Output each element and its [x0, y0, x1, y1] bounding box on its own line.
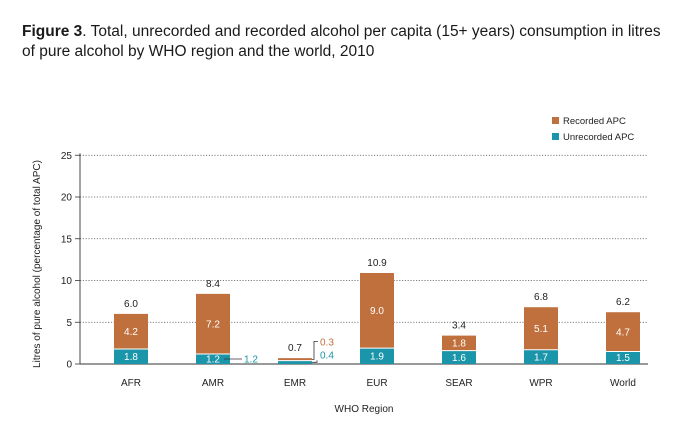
x-tick-label-emr: EMR [284, 378, 306, 389]
bar-recorded-world [606, 312, 640, 352]
recorded-label-eur: 9.0 [370, 306, 384, 317]
y-tick-label-10: 10 [61, 276, 73, 287]
total-label-sear: 3.4 [452, 321, 466, 332]
unrecorded-label-eur: 1.9 [370, 352, 384, 363]
recorded-label-world: 4.7 [616, 327, 630, 338]
recorded-label-amr: 7.2 [206, 319, 220, 330]
bar-unrecorded-wpr [524, 349, 558, 364]
recorded-label-sear: 1.8 [452, 339, 466, 350]
x-tick-label-sear: SEAR [445, 378, 472, 389]
total-label-eur: 10.9 [367, 258, 387, 269]
x-axis-label: WHO Region [335, 404, 394, 415]
y-tick-label-15: 15 [61, 234, 73, 245]
callout-line-unrecorded-emr [312, 360, 318, 363]
x-tick-label-wpr: WPR [529, 378, 552, 389]
bar-unrecorded-sear [442, 350, 476, 364]
y-tick-label-20: 20 [61, 193, 73, 204]
bar-recorded-afr [114, 313, 148, 349]
bar-recorded-wpr [524, 307, 558, 350]
unrecorded-label-amr: 1.2 [244, 354, 258, 365]
total-label-emr: 0.7 [288, 343, 302, 354]
bar-unrecorded-eur [360, 348, 394, 364]
bar-unrecorded-world [606, 351, 640, 364]
x-tick-label-amr: AMR [202, 378, 224, 389]
bar-recorded-eur [360, 272, 394, 349]
unrecorded-label-sear: 1.6 [452, 353, 466, 364]
legend-label-recorded: Recorded APC [563, 116, 626, 127]
y-tick-label-25: 25 [61, 151, 73, 162]
unrecorded-label-afr: 1.8 [124, 352, 138, 363]
y-tick-label-5: 5 [66, 318, 72, 329]
legend-label-unrecorded: Unrecorded APC [563, 132, 634, 143]
bar-recorded-sear [442, 335, 476, 351]
recorded-label-afr: 4.2 [124, 327, 138, 338]
bar-unrecorded-emr [278, 360, 312, 364]
unrecorded-label-emr: 0.4 [320, 350, 334, 361]
unrecorded-label-world: 1.5 [616, 353, 630, 364]
figure-caption: . Total, unrecorded and recorded alcohol… [22, 23, 661, 60]
y-tick-label-0: 0 [66, 360, 72, 371]
bar-unrecorded-amr [196, 353, 230, 364]
legend-swatch-recorded [552, 117, 559, 124]
total-label-amr: 8.4 [206, 279, 220, 290]
bar-recorded-amr [196, 293, 230, 354]
chart-title: Figure 3. Total, unrecorded and recorded… [22, 22, 672, 62]
x-tick-label-world: World [610, 378, 636, 389]
bar-recorded-emr [278, 358, 312, 361]
callout-line-recorded-emr [312, 341, 318, 360]
bar-unrecorded-afr [114, 348, 148, 364]
recorded-label-wpr: 5.1 [534, 324, 548, 335]
legend-swatch-unrecorded [552, 133, 559, 140]
figure-number: Figure 3 [22, 23, 83, 40]
unrecorded-label-wpr: 1.7 [534, 352, 548, 363]
unrecorded-label-amr: 1.2 [206, 354, 220, 365]
total-label-wpr: 6.8 [534, 292, 548, 303]
total-label-world: 6.2 [616, 297, 630, 308]
recorded-label-emr: 0.3 [320, 337, 334, 348]
y-axis-label: Litres of pure alcohol (percentage of to… [32, 160, 43, 368]
x-tick-label-afr: AFR [121, 378, 141, 389]
x-tick-label-eur: EUR [366, 378, 387, 389]
total-label-afr: 6.0 [124, 299, 138, 310]
